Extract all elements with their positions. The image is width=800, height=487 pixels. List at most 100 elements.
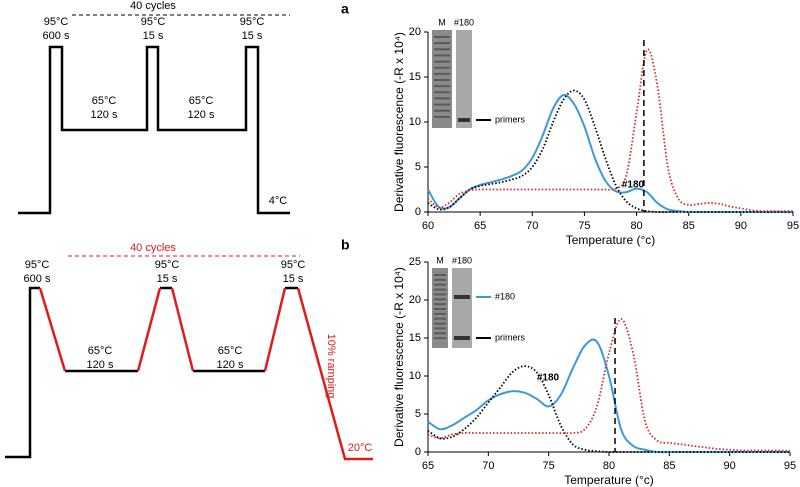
x-tick-label: 80 [603,460,615,472]
protocol-a: 40 cycles 95°C 600 s 65°C 120 s 95°C 15 … [18,0,290,215]
gel-lane [452,268,472,348]
ladder-band [434,85,450,88]
x-tick-label: 80 [630,220,642,232]
ramp [136,287,162,372]
y-tick-label: 10 [409,370,421,382]
step-temp: 65°C [88,345,113,357]
band-label: #180 [495,291,515,301]
x-tick-label: 60 [422,220,434,232]
profile [18,45,290,215]
ladder-band [434,293,446,296]
cycles-label: 40 cycles [130,242,176,254]
ladder-band [434,91,450,94]
step-time: 15 s [157,273,178,285]
x-tick-label: 95 [787,220,799,232]
step-temp: 65°C [189,95,214,107]
ladder-band [434,274,446,276]
ladder-band [434,109,450,112]
x-tick-label: 65 [474,220,486,232]
ladder-band [434,97,450,100]
x-tick-label: 75 [578,220,590,232]
cycles-label: 40 cycles [130,0,176,12]
ladder-band [434,283,446,286]
ladder-band [434,115,450,118]
ladder-band [434,298,446,301]
step-temp: 95°C [281,259,306,271]
ladder-band [434,278,446,281]
ladder-band [434,66,450,69]
x-tick-label: 65 [422,460,434,472]
gel-band [454,295,470,299]
ramp [38,287,67,372]
protocol-b: 40 cycles 95°C 600 s 65°C 120 s 95°C 15 … [5,242,373,461]
lane-label: M [438,17,446,27]
ladder-band [434,327,446,330]
x-axis-label: Temperature (°c) [566,233,656,247]
ladder-band [434,303,446,306]
profile [5,286,40,459]
series-line [427,338,790,454]
panel-label: b [341,237,350,253]
step-time: 120 s [91,109,118,121]
ladder-band [434,317,446,320]
ladder-band [434,322,446,325]
ladder-band [434,48,450,51]
y-tick-label: 20 [409,294,421,306]
hold-temp: 20°C [348,442,373,454]
ladder-band [434,312,446,315]
ladder-band [434,54,450,57]
series-line [427,93,793,214]
y-tick-label: 20 [409,26,421,38]
step-temp: 65°C [92,95,117,107]
y-tick-label: 5 [415,408,421,420]
lane-label: #180 [454,17,474,27]
step-temp: 95°C [25,259,50,271]
ladder-band [434,36,450,38]
lane-label: M [436,255,444,265]
step-temp: 95°C [240,16,265,28]
y-tick-label: 5 [415,161,421,173]
x-tick-label: 85 [663,460,675,472]
x-tick-label: 70 [526,220,538,232]
step-time: 15 s [242,30,263,42]
y-tick-label: 15 [409,71,421,83]
x-tick-label: 90 [724,460,736,472]
series-line [427,48,793,213]
ladder-band [434,288,446,291]
step-time: 120 s [87,359,114,371]
y-tick-label: 25 [409,256,421,268]
band-label: primers [495,332,526,342]
step-time: 600 s [24,273,51,285]
band-label: primers [495,114,526,124]
ladder-band [434,60,450,63]
x-axis-label: Temperature (°c) [564,473,654,487]
y-axis-label: Derivative fluorescence (-R x 10⁴) [392,32,406,212]
step-time: 15 s [143,30,164,42]
step-temp: 95°C [141,16,166,28]
ramp [296,287,373,461]
ladder-band [434,103,450,106]
gel-lane [456,30,472,128]
x-tick-label: 90 [735,220,747,232]
y-axis-label: Derivative fluorescence (-R x 10⁴) [392,267,406,447]
step-time: 15 s [283,273,304,285]
y-tick-label: 15 [409,332,421,344]
step-time: 120 s [188,109,215,121]
step-time: 600 s [43,30,70,42]
y-tick-label: 10 [409,116,421,128]
gel-band [454,336,470,340]
gel-band [458,118,470,122]
ramp [263,287,287,372]
x-tick-label: 95 [784,460,796,472]
ramp-label: 10% ramping [325,334,337,399]
step-temp: 95°C [44,16,69,28]
annotation: #180 [537,373,560,384]
step-time: 120 s [217,359,244,371]
step-temp: 95°C [155,259,180,271]
ladder-band [434,337,446,340]
y-tick-label: 0 [415,206,421,218]
hold-temp: 4°C [269,195,288,207]
y-tick-label: 0 [415,446,421,458]
